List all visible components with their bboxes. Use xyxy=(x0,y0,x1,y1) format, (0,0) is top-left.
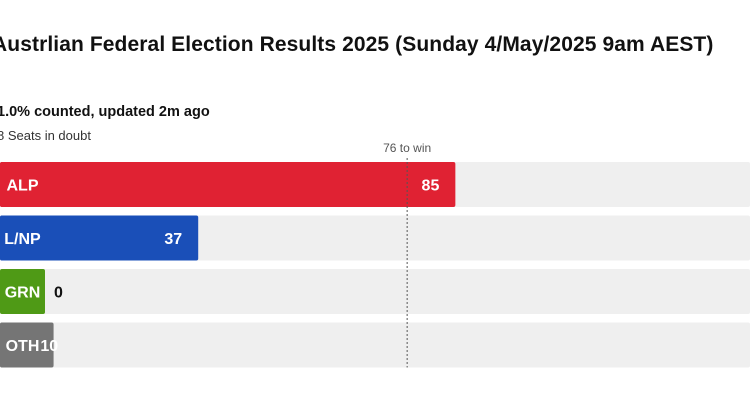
party-box-grn xyxy=(0,269,45,314)
bar-track-grn xyxy=(0,269,750,314)
party-label-l-np: L/NP xyxy=(4,231,41,248)
bar-l-np xyxy=(0,215,199,261)
seats-in-doubt: 8 Seats in doubt xyxy=(0,128,91,143)
value-label-l-np: 37 xyxy=(164,231,182,248)
party-label-oth: OTH xyxy=(6,338,40,355)
value-label-grn: 0 xyxy=(54,285,63,302)
bar-alp xyxy=(0,162,456,207)
chart-title: Austrlian Federal Election Results 2025 … xyxy=(0,33,714,56)
value-label-oth: 10 xyxy=(40,338,58,355)
party-label-grn: GRN xyxy=(5,285,41,302)
counted-status: 1.0% counted, updated 2m ago xyxy=(0,104,210,120)
value-label-alp: 85 xyxy=(422,178,440,195)
party-box-l-np xyxy=(0,215,45,261)
bar-track-oth xyxy=(0,322,750,368)
party-box-alp xyxy=(0,162,45,207)
party-box-oth xyxy=(0,322,45,368)
win-threshold-label: 76 to win xyxy=(383,141,431,155)
party-label-alp: ALP xyxy=(7,178,39,195)
